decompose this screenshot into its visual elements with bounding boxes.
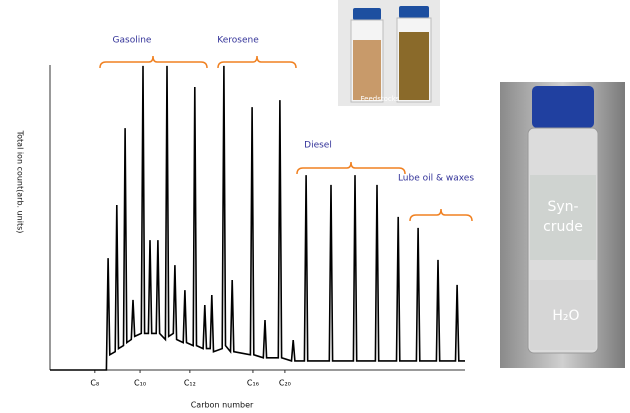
x-tick-label: C₁₆ [247, 379, 259, 388]
cap [353, 8, 381, 20]
pellets [353, 40, 381, 100]
brace [410, 209, 472, 221]
annotation: Gasoline [113, 36, 152, 46]
feedstock-photo: Feedstocks [338, 0, 440, 106]
x-axis-title: Carbon number [191, 401, 254, 410]
water-label: H₂O [552, 308, 579, 324]
chart: Total ion count(arb. units) Carbon numbe… [0, 0, 630, 413]
x-tick-label: C₁₀ [134, 379, 146, 388]
brace [218, 56, 296, 68]
photo-label: Feedstocks [361, 95, 400, 103]
x-tick-label: C₂₀ [279, 379, 291, 388]
y-axis-title: Total ion count(arb. units) [16, 130, 25, 234]
vial-label: crude [543, 219, 583, 235]
brace [100, 56, 207, 68]
annotation: Lube oil & waxes [398, 174, 474, 184]
annotation: Kerosene [217, 36, 259, 46]
syncrude-layer [530, 175, 596, 260]
powder [399, 32, 429, 100]
annotation: Diesel [304, 141, 332, 151]
x-tick-label: C₁₂ [184, 379, 196, 388]
cap [399, 6, 429, 18]
cap [532, 86, 594, 128]
page: {"chart_data": {"type": "line", "y_label… [0, 0, 630, 413]
x-tick-label: C₈ [90, 379, 99, 388]
chromatogram-line [50, 66, 465, 370]
vial-photo: Syn- crude H₂O [500, 82, 625, 368]
brace [297, 162, 405, 174]
vial-label: Syn- [547, 199, 578, 215]
